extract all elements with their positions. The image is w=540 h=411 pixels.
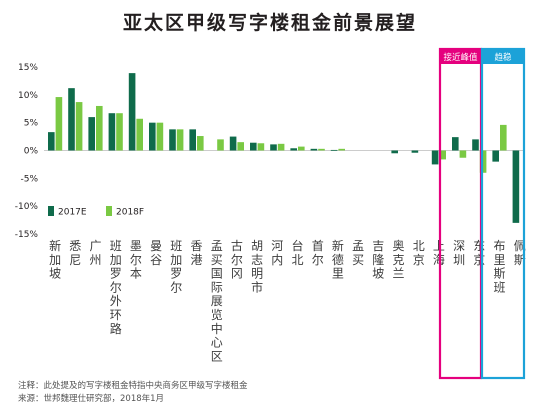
y-tick-label: 0% <box>24 147 39 157</box>
x-category-label: 台北 <box>291 238 303 267</box>
x-category-label: 班加罗尔 <box>170 239 182 294</box>
bar-2018F <box>197 136 204 151</box>
bar-2018F <box>237 142 244 151</box>
bar-2017E <box>149 122 156 151</box>
x-category-label: 香港 <box>190 239 202 267</box>
bar-2018F <box>136 118 143 151</box>
bar-2018F <box>277 143 285 151</box>
bar-2018F <box>298 146 305 151</box>
near-peak-label: 接近峰值 <box>443 52 478 63</box>
y-tick-label: -15% <box>15 230 39 240</box>
chart-legend: 2017E 2018F <box>48 206 144 218</box>
bar-2017E <box>48 132 55 151</box>
bar-2018F <box>439 150 446 160</box>
x-category-label: 河内 <box>271 239 283 267</box>
bar-2017E <box>310 148 318 151</box>
bar-2017E <box>411 150 419 153</box>
x-category-label: 新加坡 <box>49 238 61 281</box>
x-category-label: 广州 <box>89 239 101 267</box>
x-axis-labels: 新加坡悉尼广州班加罗尔外环路墨尔本曼谷班加罗尔香港孟买国际展览中心区古尔冈胡志明… <box>49 238 526 363</box>
bar-2017E <box>452 137 459 151</box>
bar-2017E <box>229 136 237 151</box>
x-category-label: 班加罗尔外环路 <box>110 239 122 336</box>
x-category-label: 首尔 <box>312 239 324 267</box>
x-category-label: 悉尼 <box>69 239 81 267</box>
near-peak-header <box>440 49 481 64</box>
x-category-label: 深圳 <box>453 239 465 267</box>
y-tick-label: -10% <box>15 202 39 212</box>
bar-2018F <box>156 122 164 151</box>
x-category-label: 新德里 <box>332 238 344 281</box>
x-category-label: 北京 <box>413 239 425 267</box>
source-text: 来源：世邦魏理仕研究部，2018年1月 <box>18 394 165 404</box>
bar-2017E <box>88 117 95 151</box>
bar-2017E <box>270 144 277 151</box>
bar-2017E <box>108 113 116 151</box>
bar-2017E <box>68 88 75 151</box>
highlight-frames: 接近峰值 趋稳 <box>438 47 526 380</box>
x-category-label: 吉隆坡 <box>372 239 384 281</box>
bar-2018F <box>176 129 184 151</box>
bar-2018F <box>338 148 345 151</box>
x-category-label: 胡志明市 <box>251 239 263 294</box>
bar-2017E <box>512 150 520 223</box>
x-category-label: 孟买 <box>352 239 364 267</box>
x-category-label: 古尔冈 <box>231 238 243 281</box>
bar-2018F <box>116 113 123 151</box>
y-tick-label: 5% <box>24 119 39 129</box>
bar-2017E <box>128 73 136 151</box>
x-category-label: 曼谷 <box>150 239 162 267</box>
bar-2017E <box>290 148 297 151</box>
x-category-label: 墨尔本 <box>130 239 142 281</box>
stable-label: 趋稳 <box>494 52 512 63</box>
x-category-label: 佩斯 <box>514 239 526 267</box>
chart-title: 亚太区甲级写字楼租金前景展望 <box>122 12 417 34</box>
bar-2018F <box>217 139 224 151</box>
legend-swatch <box>106 206 112 216</box>
bar-2017E <box>169 129 176 151</box>
bar-2017E <box>250 142 257 151</box>
y-tick-label: 15% <box>18 63 38 73</box>
x-category-label: 上海 <box>433 239 445 267</box>
bar-2017E <box>472 139 479 151</box>
y-tick-label: -5% <box>20 174 38 184</box>
x-category-label: 孟买国际展览中心区 <box>211 239 223 363</box>
stable-header <box>482 49 524 64</box>
bar-2018F <box>318 148 325 151</box>
bar-2018F <box>459 150 467 158</box>
x-category-label: 奥克兰 <box>392 239 404 281</box>
bar-2017E <box>330 149 338 151</box>
bar-2017E <box>189 129 196 151</box>
bar-2018F <box>257 143 265 151</box>
bar-2017E <box>431 150 439 165</box>
legend-label: 2017E <box>58 208 87 218</box>
legend-label: 2018F <box>116 208 144 218</box>
bar-2018F <box>500 124 507 151</box>
near-peak-frame <box>438 47 483 380</box>
y-tick-label: 10% <box>18 91 38 101</box>
x-category-label: 布里斯班 <box>493 239 505 294</box>
footnotes: 注释：此处提及的写字楼租金特指中央商务区甲级写字楼租金 来源：世邦魏理仕研究部，… <box>18 380 248 406</box>
note-text: 注释：此处提及的写字楼租金特指中央商务区甲级写字楼租金 <box>18 381 248 391</box>
x-category-label: 东京 <box>473 239 485 267</box>
bars-group <box>48 73 520 223</box>
bar-2017E <box>492 150 499 162</box>
y-axis: 15% 10% 5% 0% -5% -10% -15% <box>15 63 525 240</box>
bar-2018F <box>75 102 83 151</box>
bar-2017E <box>391 150 398 154</box>
legend-swatch <box>48 206 54 216</box>
bar-2018F <box>55 97 63 151</box>
bar-2018F <box>96 105 103 151</box>
